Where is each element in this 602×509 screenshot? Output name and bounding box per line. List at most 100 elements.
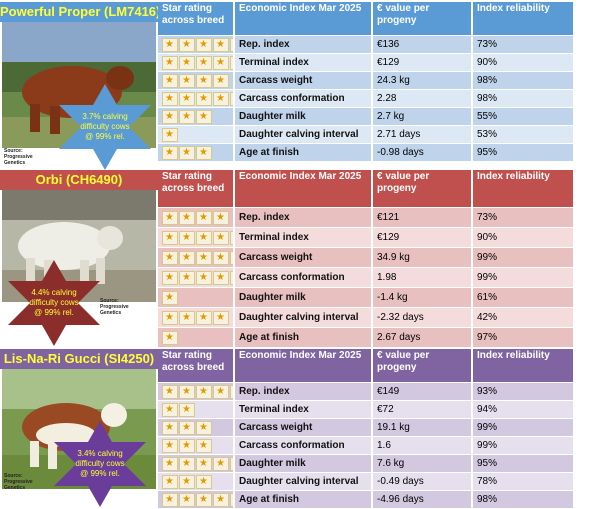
star-icon: ★ bbox=[179, 474, 195, 489]
star-icon: ★ bbox=[213, 91, 229, 106]
photo-source: Source: Progressive Genetics bbox=[4, 148, 33, 166]
star-icon: ★ bbox=[213, 73, 229, 88]
col-header-economic-index: Economic Index Mar 2025 bbox=[234, 349, 373, 383]
index-name: Daughter calving interval bbox=[234, 472, 373, 491]
star-icon: ★ bbox=[162, 91, 178, 106]
star-icon: ★ bbox=[162, 310, 178, 325]
calving-difficulty-badge: 3.7% calving difficulty cows @ 99% rel. bbox=[55, 84, 155, 170]
col-header-economic-index: Economic Index Mar 2025 bbox=[234, 2, 373, 36]
index-table: Star rating across breed Economic Index M… bbox=[158, 170, 575, 348]
col-header-value: € value per progeny bbox=[372, 170, 473, 208]
table-row: ★ ★ ★ ★ Carcass weight 24.3 kg 98% bbox=[158, 71, 575, 90]
star-rating: ★ bbox=[158, 287, 235, 308]
star-icon: ★ bbox=[162, 250, 178, 265]
star-icon: ★ bbox=[213, 310, 229, 325]
col-header-star-rating: Star rating across breed bbox=[158, 2, 235, 36]
index-reliability: 73% bbox=[472, 35, 575, 54]
index-value: 2.67 days bbox=[372, 327, 473, 348]
star-icon: ★ bbox=[196, 230, 212, 245]
star-icon: ★ bbox=[213, 456, 229, 471]
col-header-value: € value per progeny bbox=[372, 349, 473, 383]
star-icon: ★ bbox=[213, 492, 229, 507]
star-rating: ★ ★ ★ bbox=[158, 436, 235, 455]
star-icon: ★ bbox=[196, 73, 212, 88]
star-rating: ★★★★★ bbox=[158, 454, 235, 473]
section-title: Orbi (CH6490) bbox=[0, 170, 158, 190]
index-name: Carcass conformation bbox=[234, 267, 373, 288]
star-icon: ★ bbox=[230, 55, 232, 70]
index-value: 34.9 kg bbox=[372, 247, 473, 268]
index-name: Rep. index bbox=[234, 382, 373, 401]
index-value: -1.4 kg bbox=[372, 287, 473, 308]
index-table: Star rating across breed Economic Index M… bbox=[158, 2, 575, 162]
star-icon: ★ bbox=[162, 109, 178, 124]
index-name: Carcass conformation bbox=[234, 89, 373, 108]
table-row: ★ ★ ★ Daughter calving interval -0.49 days 78… bbox=[158, 472, 575, 491]
index-reliability: 98% bbox=[472, 71, 575, 90]
star-icon: ★ bbox=[213, 250, 229, 265]
index-value: 1.6 bbox=[372, 436, 473, 455]
star-icon: ★ bbox=[162, 230, 178, 245]
index-name: Carcass conformation bbox=[234, 436, 373, 455]
index-reliability: 99% bbox=[472, 418, 575, 437]
index-reliability: 97% bbox=[472, 327, 575, 348]
star-icon: ★ bbox=[162, 127, 178, 142]
star-icon: ★ bbox=[162, 456, 178, 471]
index-reliability: 42% bbox=[472, 307, 575, 328]
section-title: Powerful Proper (LM7416) bbox=[0, 2, 160, 22]
star-icon: ★ bbox=[179, 109, 195, 124]
star-icon: ★ bbox=[213, 37, 229, 52]
star-icon: ★ bbox=[196, 91, 212, 106]
star-icon: ★ bbox=[230, 230, 232, 245]
star-icon: ★ bbox=[162, 73, 178, 88]
star-icon: ★ bbox=[179, 310, 195, 325]
star-rating: ★ ★ ★ bbox=[158, 143, 235, 162]
photo-source: Source: Progressive Genetics bbox=[4, 473, 33, 491]
star-icon: ★ bbox=[162, 420, 178, 435]
table-row: ★ ★ ★ ★ Rep. index €121 73% bbox=[158, 207, 575, 228]
star-icon: ★ bbox=[179, 492, 195, 507]
star-icon: ★ bbox=[179, 91, 195, 106]
index-reliability: 61% bbox=[472, 287, 575, 308]
star-icon: ★ bbox=[196, 438, 212, 453]
index-reliability: 55% bbox=[472, 107, 575, 126]
col-header-star-rating: Star rating across breed bbox=[158, 349, 235, 383]
index-value: -2.32 days bbox=[372, 307, 473, 328]
table-header-row: Star rating across breed Economic Index M… bbox=[158, 170, 575, 208]
col-header-star-rating: Star rating across breed bbox=[158, 170, 235, 208]
index-name: Carcass weight bbox=[234, 247, 373, 268]
star-icon: ★ bbox=[179, 420, 195, 435]
index-value: -0.98 days bbox=[372, 143, 473, 162]
index-reliability: 95% bbox=[472, 454, 575, 473]
index-name: Daughter milk bbox=[234, 287, 373, 308]
star-icon: ★ bbox=[179, 230, 195, 245]
index-name: Terminal index bbox=[234, 227, 373, 248]
star-icon: ★ bbox=[196, 270, 212, 285]
index-reliability: 93% bbox=[472, 382, 575, 401]
index-reliability: 78% bbox=[472, 472, 575, 491]
star-icon: ★ bbox=[179, 270, 195, 285]
calving-difficulty-badge: 3.4% calving difficulty cows @ 99% rel. bbox=[50, 421, 150, 507]
star-icon: ★ bbox=[230, 91, 232, 106]
star-icon: ★ bbox=[230, 384, 232, 399]
star-icon: ★ bbox=[179, 37, 195, 52]
index-value: 24.3 kg bbox=[372, 71, 473, 90]
star-icon: ★ bbox=[213, 270, 229, 285]
star-icon: ★ bbox=[213, 384, 229, 399]
col-header-reliability: Index reliability bbox=[472, 2, 575, 36]
index-value: -4.96 days bbox=[372, 490, 473, 509]
star-icon: ★ bbox=[230, 456, 232, 471]
index-value: €121 bbox=[372, 207, 473, 228]
index-value: 19.1 kg bbox=[372, 418, 473, 437]
star-icon: ★ bbox=[179, 402, 195, 417]
col-header-reliability: Index reliability bbox=[472, 349, 575, 383]
table-row: ★ ★ ★ Carcass conformation 1.6 99% bbox=[158, 436, 575, 455]
bull-section-gucci: Lis-Na-Ri Gucci (SI4250) Source: Progres… bbox=[0, 349, 602, 509]
star-icon: ★ bbox=[179, 145, 195, 160]
star-rating: ★ ★ bbox=[158, 400, 235, 419]
star-icon: ★ bbox=[162, 270, 178, 285]
